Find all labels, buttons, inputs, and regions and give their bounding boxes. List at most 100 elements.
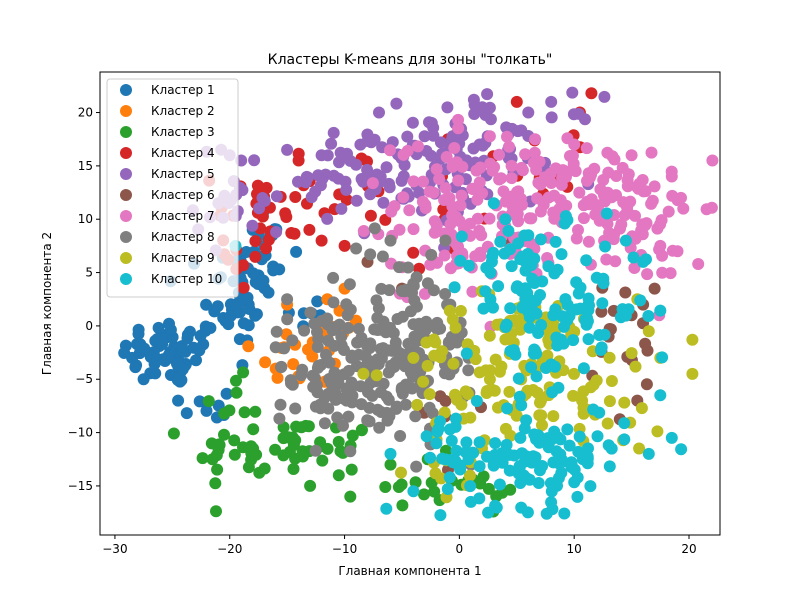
data-point [706, 154, 719, 167]
data-point [542, 441, 555, 454]
data-point [327, 271, 340, 284]
data-point [194, 329, 207, 342]
points-layer [118, 86, 719, 522]
data-point [340, 298, 353, 311]
data-point [602, 166, 615, 179]
data-point [499, 195, 512, 208]
data-point [448, 142, 461, 154]
data-point [342, 410, 355, 423]
data-point [539, 171, 551, 184]
data-point [598, 90, 611, 103]
data-point [338, 344, 350, 356]
data-point [559, 293, 572, 306]
data-point [511, 280, 524, 293]
data-point [248, 154, 261, 167]
data-point [311, 295, 324, 308]
data-point [513, 460, 526, 473]
data-point [418, 488, 430, 501]
data-point [560, 199, 573, 212]
plot-frame [99, 71, 721, 536]
data-point [605, 442, 618, 455]
data-point [514, 431, 527, 444]
data-point [484, 364, 496, 377]
data-point [438, 406, 451, 419]
legend-marker [120, 273, 132, 285]
data-point [601, 146, 614, 159]
data-point [344, 490, 357, 503]
data-point [692, 258, 705, 270]
data-point [428, 349, 441, 362]
data-point [343, 278, 356, 291]
data-point [504, 345, 517, 358]
data-point [473, 224, 486, 237]
data-point [327, 296, 340, 309]
data-point [510, 95, 523, 108]
data-point [534, 205, 547, 218]
chart-title: Кластеры K-means для зоны "толкать" [268, 52, 553, 68]
legend-label: Кластер 9 [151, 251, 215, 265]
data-point [338, 368, 351, 381]
data-point [213, 439, 226, 451]
data-point [262, 286, 275, 299]
data-point [587, 403, 600, 416]
data-point [410, 300, 423, 313]
x-tick-label: 20 [681, 542, 696, 556]
data-point [483, 130, 496, 143]
legend-label: Кластер 1 [151, 83, 215, 97]
data-point [512, 237, 525, 250]
data-point [357, 367, 370, 380]
data-point [516, 447, 528, 460]
data-point [629, 360, 642, 373]
data-point [671, 245, 684, 258]
data-point [500, 438, 513, 451]
data-point [316, 454, 329, 467]
data-point [482, 482, 495, 495]
data-point [428, 226, 441, 239]
data-point [625, 347, 638, 360]
data-point [627, 251, 640, 264]
data-point [326, 324, 339, 337]
data-point [338, 239, 351, 252]
data-point [361, 155, 373, 168]
data-point [399, 378, 412, 391]
data-point [628, 262, 641, 274]
data-point [459, 385, 472, 398]
data-point [421, 359, 434, 372]
data-point [441, 483, 454, 495]
data-point [228, 448, 241, 461]
data-point [654, 239, 667, 252]
data-point [531, 386, 544, 399]
data-point [441, 101, 454, 114]
data-point [487, 459, 500, 472]
data-point [490, 490, 503, 503]
y-tick-label: 15 [78, 159, 93, 173]
data-point [572, 287, 585, 300]
data-point [455, 230, 468, 243]
data-point [409, 410, 422, 423]
data-point [320, 348, 332, 361]
data-point [454, 305, 467, 317]
data-point [518, 255, 531, 268]
data-point [588, 162, 601, 175]
data-point [460, 436, 473, 449]
data-point [581, 174, 593, 187]
data-point [237, 366, 250, 379]
data-point [262, 233, 275, 246]
legend-label: Кластер 10 [151, 272, 222, 286]
data-point [409, 476, 422, 489]
data-point [314, 179, 327, 192]
data-point [181, 332, 194, 345]
data-point [301, 171, 314, 184]
data-point [384, 234, 397, 247]
data-point [407, 351, 420, 364]
data-point [328, 366, 341, 379]
data-point [444, 218, 457, 231]
data-point [363, 401, 376, 414]
data-point [350, 242, 363, 255]
data-point [545, 111, 558, 124]
data-point [452, 113, 465, 126]
data-point [571, 471, 584, 484]
data-point [489, 437, 502, 450]
data-point [622, 168, 635, 181]
